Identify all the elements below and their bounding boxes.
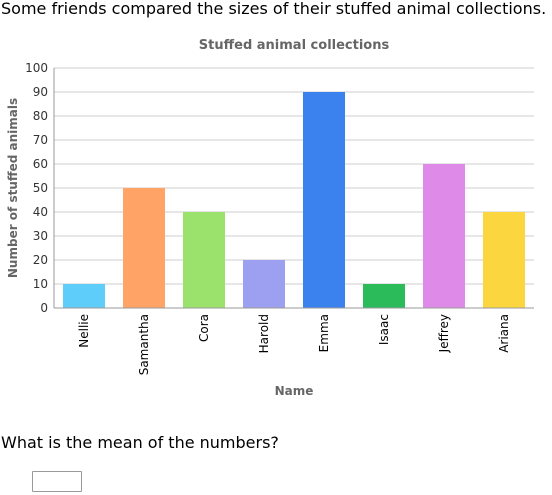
y-tick-label: 60 (33, 157, 48, 171)
y-tick-label: 20 (33, 253, 48, 267)
x-tick-label: Nellie (77, 314, 91, 348)
y-tick-label: 50 (33, 181, 48, 195)
y-tick-label: 80 (33, 109, 48, 123)
bar-harold (243, 260, 285, 308)
y-tick-label: 10 (33, 277, 48, 291)
y-tick-label: 90 (33, 85, 48, 99)
bar-isaac (363, 284, 405, 308)
bar-nellie (63, 284, 105, 308)
answer-input[interactable] (32, 471, 82, 492)
y-tick-label: 70 (33, 133, 48, 147)
y-axis-label: Number of stuffed animals (6, 98, 20, 278)
bars (63, 92, 525, 308)
question-text: What is the mean of the numbers? (1, 433, 279, 452)
x-tick-label: Ariana (497, 314, 511, 353)
x-tick-label: Emma (317, 314, 331, 352)
x-tick-label: Jeffrey (437, 314, 451, 353)
y-tick-label: 40 (33, 205, 48, 219)
bar-cora (183, 212, 225, 308)
x-tick-label: Isaac (377, 314, 391, 345)
y-tick-label: 0 (40, 301, 48, 315)
bar-ariana (483, 212, 525, 308)
bar-emma (303, 92, 345, 308)
chart-title: Stuffed animal collections (199, 38, 390, 53)
bar-chart: Stuffed animal collections 0 10 20 30 40 50 60… (6, 38, 534, 398)
x-tick-label: Cora (197, 314, 211, 342)
x-axis-label: Name (275, 384, 314, 398)
bar-jeffrey (423, 164, 465, 308)
x-tick-label: Harold (257, 314, 271, 353)
bar-samantha (123, 188, 165, 308)
x-tick-label: Samantha (137, 314, 151, 375)
y-tick-label: 100 (25, 61, 48, 75)
y-tick-labels: 0 10 20 30 40 50 60 70 80 90 100 (25, 61, 48, 315)
problem-intro: Some friends compared the sizes of their… (1, 0, 547, 18)
x-tick-labels: Nellie Samantha Cora Harold Emma Isaac Jeffrey… (77, 314, 511, 375)
y-tick-label: 30 (33, 229, 48, 243)
